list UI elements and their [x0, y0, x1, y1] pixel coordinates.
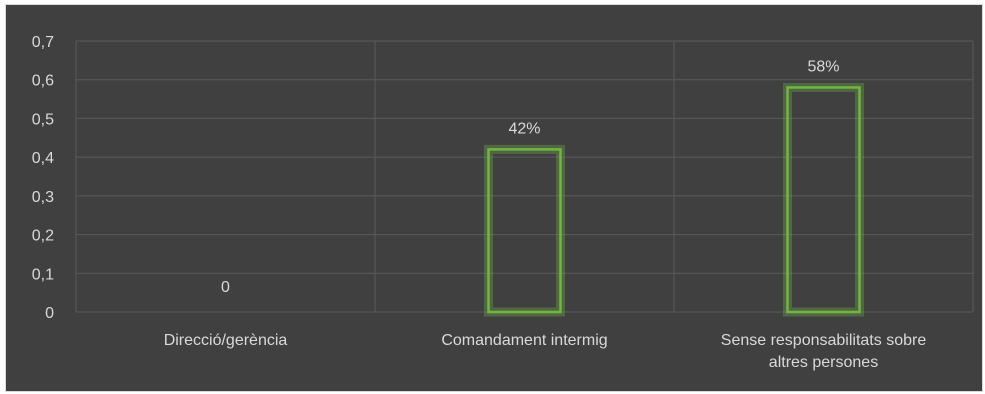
x-axis-categories: Direcció/gerència Comandament intermig Sen…: [164, 332, 927, 371]
bar-glow: [783, 82, 864, 317]
bars: [484, 82, 864, 317]
bar-glow: [484, 144, 565, 317]
data-label: 0: [221, 279, 230, 296]
y-axis-ticks: 0 0,1 0,2 0,3 0,4 0,5 0,6 0,7: [32, 34, 54, 322]
y-tick-label: 0,5: [32, 111, 54, 128]
data-labels: 0 42% 58%: [221, 58, 839, 296]
bar: [487, 148, 562, 314]
gridlines: [76, 40, 973, 313]
category-separators: [75, 41, 974, 312]
x-category-label: Comandament intermig: [441, 332, 607, 349]
y-tick-label: 0,3: [32, 189, 54, 206]
y-tick-label: 0,4: [32, 150, 54, 167]
bar: [786, 86, 861, 314]
y-tick-label: 0,2: [32, 228, 54, 245]
y-tick-label: 0,6: [32, 73, 54, 90]
y-tick-label: 0,1: [32, 266, 54, 283]
x-category-label: Sense responsabilitats sobre altres perso…: [721, 332, 927, 371]
x-category-label: Direcció/gerència: [164, 332, 288, 349]
chart-area: [5, 4, 983, 392]
y-tick-label: 0: [45, 305, 54, 322]
data-label: 58%: [807, 58, 839, 75]
data-label: 42%: [508, 120, 540, 137]
y-tick-label: 0,7: [32, 34, 54, 51]
